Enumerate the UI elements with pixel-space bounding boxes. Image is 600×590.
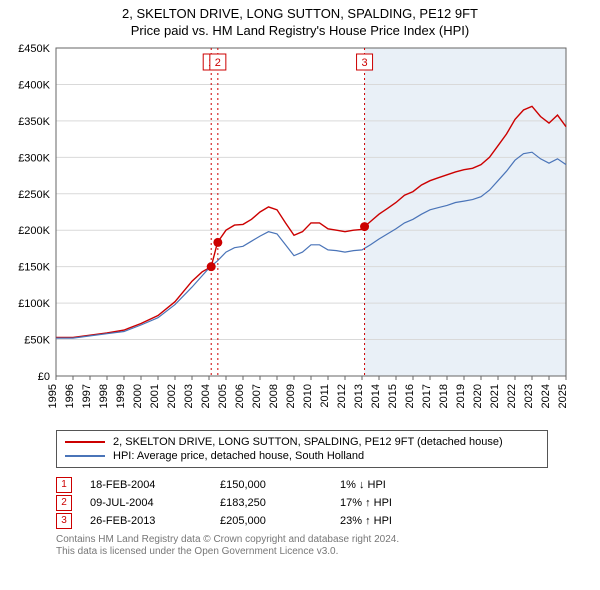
chart-svg: £0 £50K £100K £150K £200K £250K £300K £350K £400… [10,42,590,422]
svg-text:2011: 2011 [319,384,331,408]
sale-diff: 1% ↓ HPI [340,479,386,491]
table-row: 2 09-JUL-2004 £183,250 17% ↑ HPI [56,494,392,512]
table-row: 3 26-FEB-2013 £205,000 23% ↑ HPI [56,512,392,530]
svg-text:2014: 2014 [370,384,382,408]
svg-text:2001: 2001 [149,384,161,408]
svg-text:2005: 2005 [217,384,229,408]
svg-text:2008: 2008 [268,384,280,408]
legend-swatch-property [65,441,105,443]
svg-text:2019: 2019 [455,384,467,408]
svg-text:2025: 2025 [557,384,569,408]
svg-text:£400K: £400K [18,79,50,91]
svg-text:1999: 1999 [115,384,127,408]
svg-text:2003: 2003 [183,384,195,408]
svg-text:2000: 2000 [132,384,144,408]
sale-date: 18-FEB-2004 [90,479,220,491]
svg-text:2012: 2012 [336,384,348,408]
svg-text:1998: 1998 [98,384,110,408]
sale-price: £150,000 [220,479,340,491]
svg-text:£350K: £350K [18,116,50,128]
sale-marker-icon: 1 [56,477,72,493]
svg-text:2020: 2020 [472,384,484,408]
svg-text:£0: £0 [38,371,50,383]
svg-text:£50K: £50K [24,334,50,346]
legend-label-property: 2, SKELTON DRIVE, LONG SUTTON, SPALDING,… [113,436,503,448]
sale-diff: 23% ↑ HPI [340,515,392,527]
sale-marker-icon: 3 [56,513,72,529]
svg-text:2015: 2015 [387,384,399,408]
legend: 2, SKELTON DRIVE, LONG SUTTON, SPALDING,… [56,430,548,468]
svg-text:£300K: £300K [18,152,50,164]
svg-text:3: 3 [361,57,367,69]
sale-date: 09-JUL-2004 [90,497,220,509]
svg-text:2004: 2004 [200,384,212,408]
svg-text:£150K: £150K [18,262,50,274]
page-subtitle: Price paid vs. HM Land Registry's House … [10,23,590,38]
svg-text:2023: 2023 [523,384,535,408]
sale-date: 26-FEB-2013 [90,515,220,527]
svg-text:£250K: £250K [18,189,50,201]
svg-text:2022: 2022 [506,384,518,408]
svg-text:2002: 2002 [166,384,178,408]
svg-text:2024: 2024 [540,384,552,408]
sale-diff: 17% ↑ HPI [340,497,392,509]
credit: Contains HM Land Registry data © Crown c… [56,534,590,559]
svg-text:2017: 2017 [421,384,433,408]
svg-text:2009: 2009 [285,384,297,408]
sale-marker-icon: 2 [56,495,72,511]
svg-text:2021: 2021 [489,384,501,408]
svg-text:2010: 2010 [302,384,314,408]
svg-text:1996: 1996 [64,384,76,408]
svg-text:£100K: £100K [18,298,50,310]
page-title: 2, SKELTON DRIVE, LONG SUTTON, SPALDING,… [10,6,590,23]
svg-text:2016: 2016 [404,384,416,408]
svg-text:£200K: £200K [18,225,50,237]
credit-line: This data is licensed under the Open Gov… [56,546,590,559]
svg-text:1995: 1995 [47,384,59,408]
sale-price: £205,000 [220,515,340,527]
table-row: 1 18-FEB-2004 £150,000 1% ↓ HPI [56,476,392,494]
legend-row: 2, SKELTON DRIVE, LONG SUTTON, SPALDING,… [65,435,539,449]
legend-label-hpi: HPI: Average price, detached house, Sout… [113,450,364,462]
svg-text:2018: 2018 [438,384,450,408]
svg-text:2: 2 [215,57,221,69]
price-chart: £0 £50K £100K £150K £200K £250K £300K £350K £400… [10,42,590,422]
svg-text:£450K: £450K [18,43,50,55]
sale-price: £183,250 [220,497,340,509]
legend-row: HPI: Average price, detached house, Sout… [65,449,539,463]
legend-swatch-hpi [65,455,105,457]
svg-text:2013: 2013 [353,384,365,408]
svg-text:2007: 2007 [251,384,263,408]
page: 2, SKELTON DRIVE, LONG SUTTON, SPALDING,… [0,0,600,590]
sales-table: 1 18-FEB-2004 £150,000 1% ↓ HPI 2 09-JUL… [56,476,590,530]
svg-text:2006: 2006 [234,384,246,408]
svg-text:1997: 1997 [81,384,93,408]
credit-line: Contains HM Land Registry data © Crown c… [56,534,590,547]
